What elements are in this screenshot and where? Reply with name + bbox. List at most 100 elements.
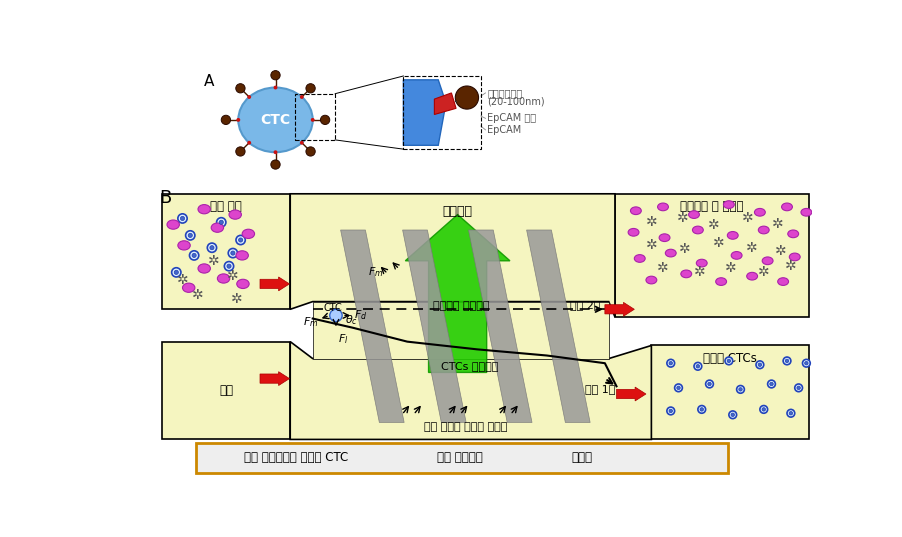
Text: 용액: 용액	[219, 384, 234, 397]
Circle shape	[805, 361, 808, 365]
Text: ✲: ✲	[785, 259, 796, 273]
Circle shape	[803, 359, 810, 367]
Ellipse shape	[715, 278, 726, 286]
Text: ✲: ✲	[707, 217, 719, 231]
Ellipse shape	[681, 270, 692, 278]
Ellipse shape	[693, 226, 704, 234]
Circle shape	[669, 409, 673, 412]
Text: 혁액 시료: 혁액 시료	[210, 200, 242, 213]
Circle shape	[180, 216, 185, 221]
Ellipse shape	[211, 223, 224, 233]
Circle shape	[299, 95, 304, 99]
FancyBboxPatch shape	[197, 443, 728, 473]
Text: $F_m$: $F_m$	[303, 315, 318, 329]
Ellipse shape	[178, 241, 190, 250]
Circle shape	[210, 245, 214, 250]
Ellipse shape	[628, 228, 639, 236]
Text: ✲: ✲	[192, 288, 204, 302]
Ellipse shape	[659, 234, 670, 242]
Circle shape	[189, 233, 192, 237]
Text: ✲: ✲	[679, 242, 691, 256]
Polygon shape	[341, 230, 404, 423]
Circle shape	[769, 382, 773, 386]
Circle shape	[759, 405, 768, 413]
Circle shape	[756, 361, 764, 368]
Text: (20-100nm): (20-100nm)	[487, 97, 545, 106]
Ellipse shape	[198, 205, 210, 214]
Ellipse shape	[236, 279, 249, 288]
Ellipse shape	[778, 278, 788, 286]
Ellipse shape	[242, 229, 254, 238]
Ellipse shape	[787, 230, 798, 238]
Circle shape	[207, 243, 216, 252]
Circle shape	[306, 84, 315, 93]
Circle shape	[795, 384, 803, 391]
Circle shape	[247, 95, 251, 99]
Circle shape	[737, 386, 744, 393]
Text: ✲: ✲	[177, 273, 189, 287]
Text: $F_l$: $F_l$	[337, 332, 348, 346]
Circle shape	[231, 251, 235, 255]
Polygon shape	[290, 342, 651, 439]
Ellipse shape	[754, 208, 765, 216]
Circle shape	[667, 407, 675, 415]
Circle shape	[235, 147, 245, 156]
Text: $F_m$: $F_m$	[369, 265, 384, 279]
Circle shape	[676, 386, 680, 389]
Bar	[403, 76, 481, 149]
Circle shape	[174, 270, 179, 274]
Circle shape	[271, 160, 281, 169]
Circle shape	[456, 86, 479, 109]
Text: 정상세포 및 잔류물: 정상세포 및 잔류물	[680, 200, 743, 213]
Polygon shape	[468, 230, 532, 423]
Circle shape	[768, 380, 776, 388]
Text: ✲: ✲	[746, 241, 758, 255]
FancyArrow shape	[260, 372, 290, 386]
Circle shape	[320, 115, 330, 125]
Text: $F_d$: $F_d$	[354, 309, 367, 322]
Text: ✲: ✲	[207, 254, 219, 268]
Circle shape	[669, 361, 673, 365]
Circle shape	[225, 262, 234, 271]
Circle shape	[189, 251, 198, 260]
Text: ✲: ✲	[758, 265, 769, 279]
Circle shape	[273, 85, 278, 90]
Text: EpCAM 항체: EpCAM 항체	[487, 113, 536, 124]
Circle shape	[186, 231, 195, 240]
Circle shape	[306, 147, 315, 156]
Circle shape	[759, 363, 761, 366]
Circle shape	[708, 382, 712, 386]
FancyArrow shape	[405, 215, 510, 373]
Ellipse shape	[229, 210, 242, 219]
Ellipse shape	[762, 257, 773, 265]
Text: 출구 1번: 출구 1번	[584, 384, 615, 394]
Circle shape	[219, 220, 224, 224]
Circle shape	[786, 359, 788, 362]
Circle shape	[698, 405, 705, 413]
Circle shape	[739, 388, 742, 391]
Circle shape	[235, 84, 245, 93]
Text: ✲: ✲	[646, 238, 658, 252]
Circle shape	[236, 118, 240, 122]
Text: 외부자장: 외부자장	[443, 205, 473, 219]
FancyArrow shape	[616, 387, 646, 401]
Polygon shape	[527, 230, 590, 423]
Circle shape	[667, 359, 675, 367]
Text: ✲: ✲	[713, 236, 724, 250]
Text: ✲: ✲	[658, 262, 668, 275]
Ellipse shape	[630, 207, 641, 215]
Circle shape	[700, 408, 704, 411]
Ellipse shape	[696, 259, 707, 267]
Ellipse shape	[217, 274, 230, 283]
Ellipse shape	[727, 231, 738, 239]
Text: ✲: ✲	[772, 217, 784, 231]
Ellipse shape	[723, 201, 734, 208]
Ellipse shape	[236, 251, 248, 260]
Text: ✲: ✲	[725, 262, 737, 275]
Ellipse shape	[747, 272, 758, 280]
Text: 정상 유핵세포: 정상 유핵세포	[437, 452, 483, 465]
Ellipse shape	[238, 88, 313, 152]
Ellipse shape	[634, 255, 645, 263]
Text: ✲: ✲	[227, 269, 239, 283]
Circle shape	[236, 235, 245, 245]
